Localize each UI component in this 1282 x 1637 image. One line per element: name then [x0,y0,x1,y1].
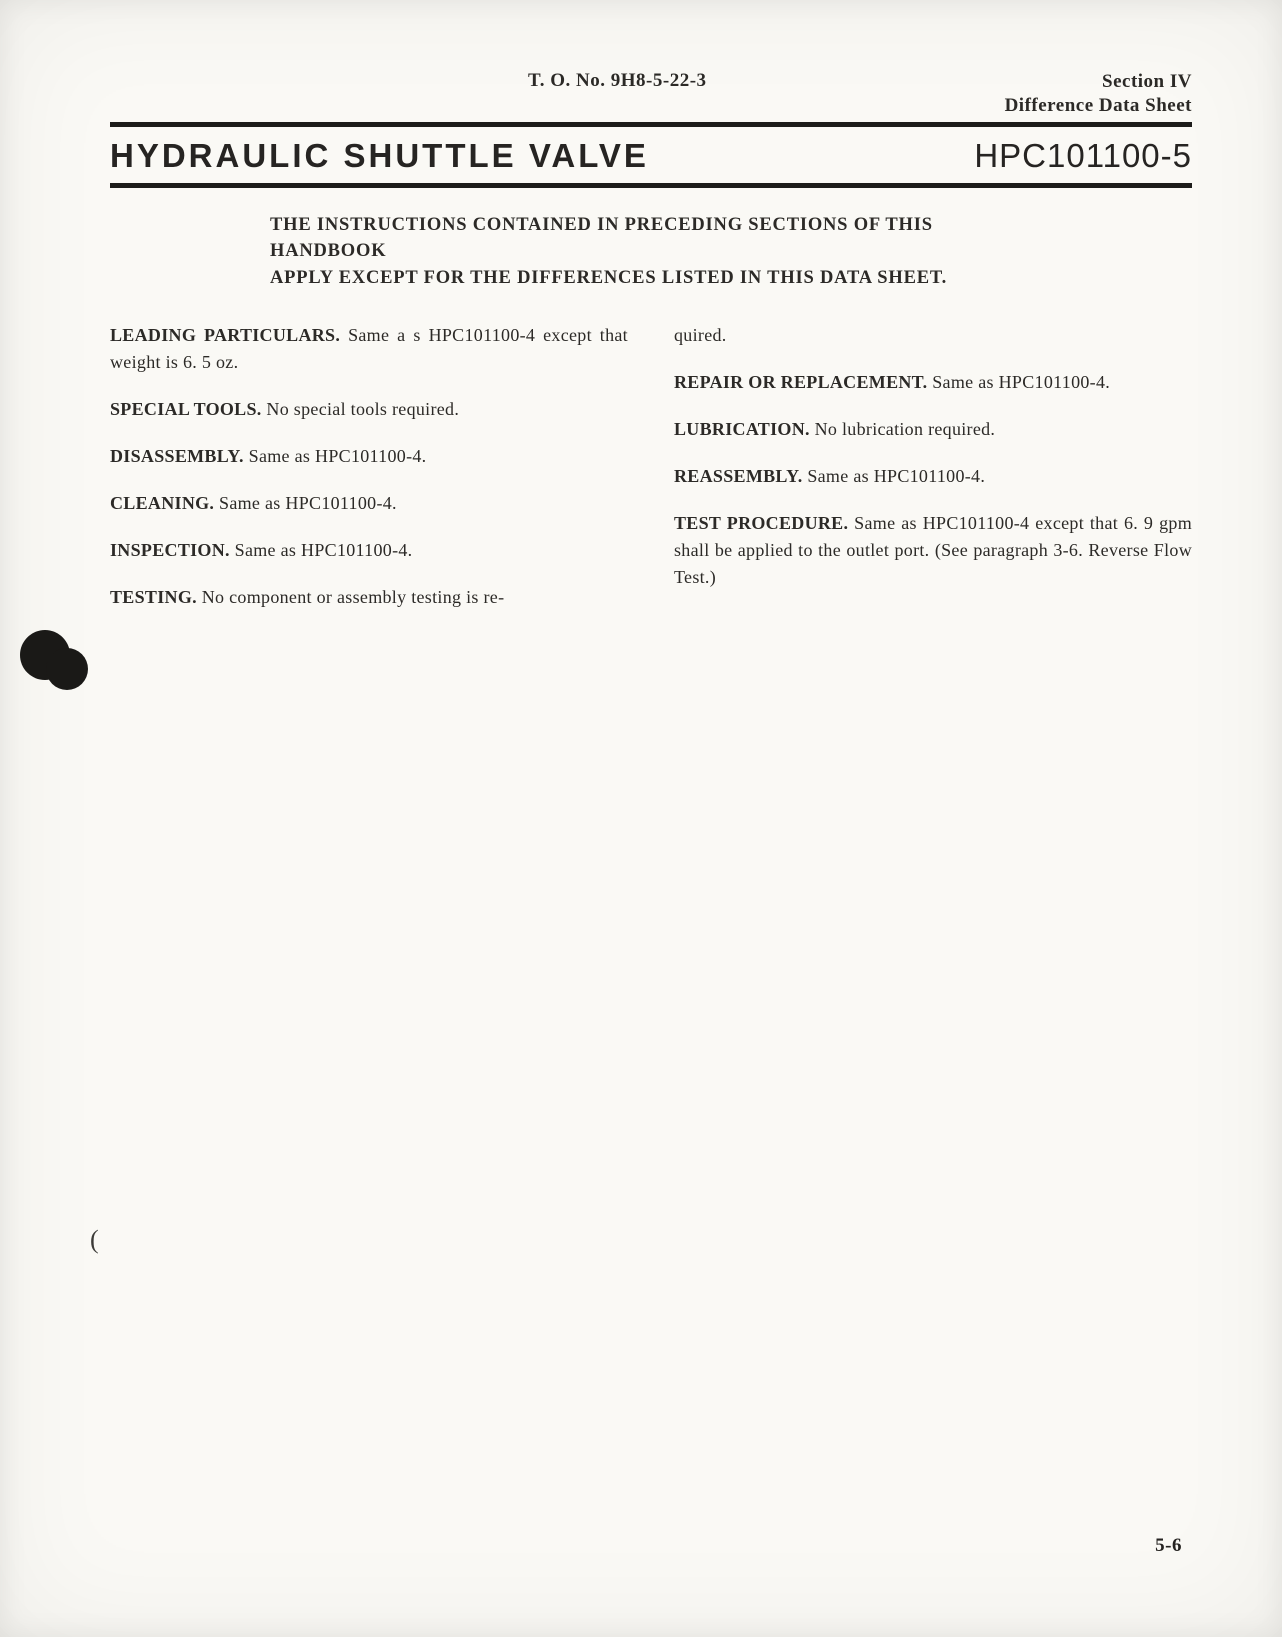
lead-cleaning: CLEANING. [110,493,219,513]
notice-line-2: APPLY EXCEPT FOR THE DIFFERENCES LISTED … [270,265,1050,292]
title-bar: HYDRAULIC SHUTTLE VALVE HPC101100-5 [110,135,1192,179]
body-disassembly: Same as HPC101100-4. [249,446,427,466]
para-cleaning: CLEANING. Same as HPC101100-4. [110,490,628,517]
body-testing-continued: quired. [674,325,727,345]
para-testing: TESTING. No component or assembly testin… [110,584,628,611]
to-number: T. O. No. 9H8-5-22-3 [110,70,1005,92]
part-number: HPC101100-5 [974,137,1192,175]
lead-special-tools: SPECIAL TOOLS. [110,399,266,419]
para-special-tools: SPECIAL TOOLS. No special tools required… [110,396,628,423]
title-rule-thick [110,183,1192,188]
punch-circle-icon [46,648,88,690]
page-header: T. O. No. 9H8-5-22-3 Section IV Differen… [110,70,1192,118]
right-column: quired. REPAIR OR REPLACEMENT. Same as H… [674,322,1192,631]
para-test-procedure: TEST PROCEDURE. Same as HPC101100-4 exce… [674,510,1192,591]
para-disassembly: DISASSEMBLY. Same as HPC101100-4. [110,443,628,470]
lead-inspection: INSPECTION. [110,540,235,560]
body-testing: No component or assembly testing is re- [202,587,505,607]
top-rule-thick [110,122,1192,127]
section-label: Section IV Difference Data Sheet [1005,70,1192,118]
para-inspection: INSPECTION. Same as HPC101100-4. [110,537,628,564]
para-reassembly: REASSEMBLY. Same as HPC101100-4. [674,463,1192,490]
applicability-notice: THE INSTRUCTIONS CONTAINED IN PRECEDING … [270,212,1050,292]
notice-line-1: THE INSTRUCTIONS CONTAINED IN PRECEDING … [270,212,1050,266]
stray-paren-mark: ( [90,1225,99,1255]
body-cleaning: Same as HPC101100-4. [219,493,397,513]
lead-reassembly: REASSEMBLY. [674,466,807,486]
body-special-tools: No special tools required. [266,399,459,419]
body-inspection: Same as HPC101100-4. [235,540,413,560]
body-lubrication: No lubrication required. [815,419,996,439]
document-title: HYDRAULIC SHUTTLE VALVE [110,137,649,175]
lead-test-procedure: TEST PROCEDURE. [674,513,854,533]
body-reassembly: Same as HPC101100-4. [807,466,985,486]
lead-leading-particulars: LEADING PARTICULARS. [110,325,348,345]
lead-repair-replacement: REPAIR OR REPLACEMENT. [674,372,932,392]
para-leading-particulars: LEADING PARTICULARS. Same a s HPC101100-… [110,322,628,376]
section-line-2: Difference Data Sheet [1005,94,1192,118]
lead-testing: TESTING. [110,587,202,607]
para-repair-replacement: REPAIR OR REPLACEMENT. Same as HPC101100… [674,369,1192,396]
lead-lubrication: LUBRICATION. [674,419,815,439]
lead-disassembly: DISASSEMBLY. [110,446,249,466]
page-number: 5-6 [1155,1535,1182,1557]
para-lubrication: LUBRICATION. No lubrication required. [674,416,1192,443]
document-page: T. O. No. 9H8-5-22-3 Section IV Differen… [0,0,1282,1637]
para-testing-continued: quired. [674,322,1192,349]
body-repair-replacement: Same as HPC101100-4. [932,372,1110,392]
left-column: LEADING PARTICULARS. Same a s HPC101100-… [110,322,628,631]
binder-punch-artifact [20,630,80,690]
two-column-body: LEADING PARTICULARS. Same a s HPC101100-… [110,322,1192,631]
section-line-1: Section IV [1005,70,1192,94]
